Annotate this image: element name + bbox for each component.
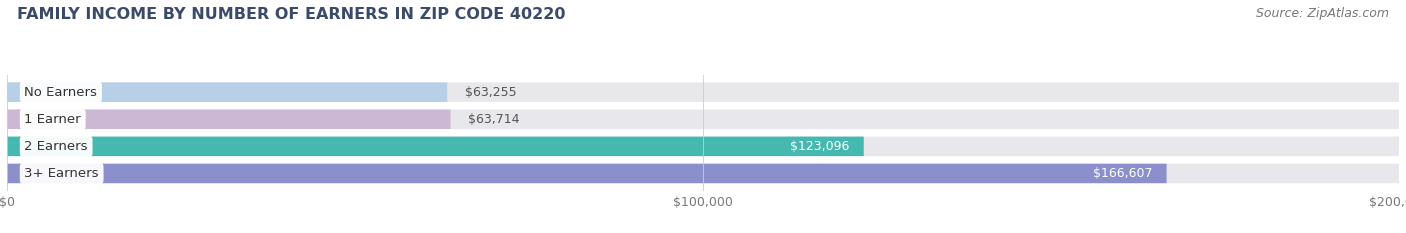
- Text: FAMILY INCOME BY NUMBER OF EARNERS IN ZIP CODE 40220: FAMILY INCOME BY NUMBER OF EARNERS IN ZI…: [17, 7, 565, 22]
- Text: 2 Earners: 2 Earners: [24, 140, 89, 153]
- Text: 1 Earner: 1 Earner: [24, 113, 82, 126]
- Text: Source: ZipAtlas.com: Source: ZipAtlas.com: [1256, 7, 1389, 20]
- Text: $63,255: $63,255: [464, 86, 516, 99]
- Text: $63,714: $63,714: [468, 113, 519, 126]
- Text: No Earners: No Earners: [24, 86, 97, 99]
- Text: $166,607: $166,607: [1092, 167, 1153, 180]
- Text: 3+ Earners: 3+ Earners: [24, 167, 98, 180]
- FancyBboxPatch shape: [7, 82, 447, 102]
- Text: $123,096: $123,096: [790, 140, 849, 153]
- FancyBboxPatch shape: [7, 137, 863, 156]
- FancyBboxPatch shape: [7, 164, 1167, 183]
- FancyBboxPatch shape: [7, 110, 1399, 129]
- FancyBboxPatch shape: [7, 82, 1399, 102]
- FancyBboxPatch shape: [7, 137, 1399, 156]
- FancyBboxPatch shape: [7, 110, 450, 129]
- FancyBboxPatch shape: [7, 164, 1399, 183]
